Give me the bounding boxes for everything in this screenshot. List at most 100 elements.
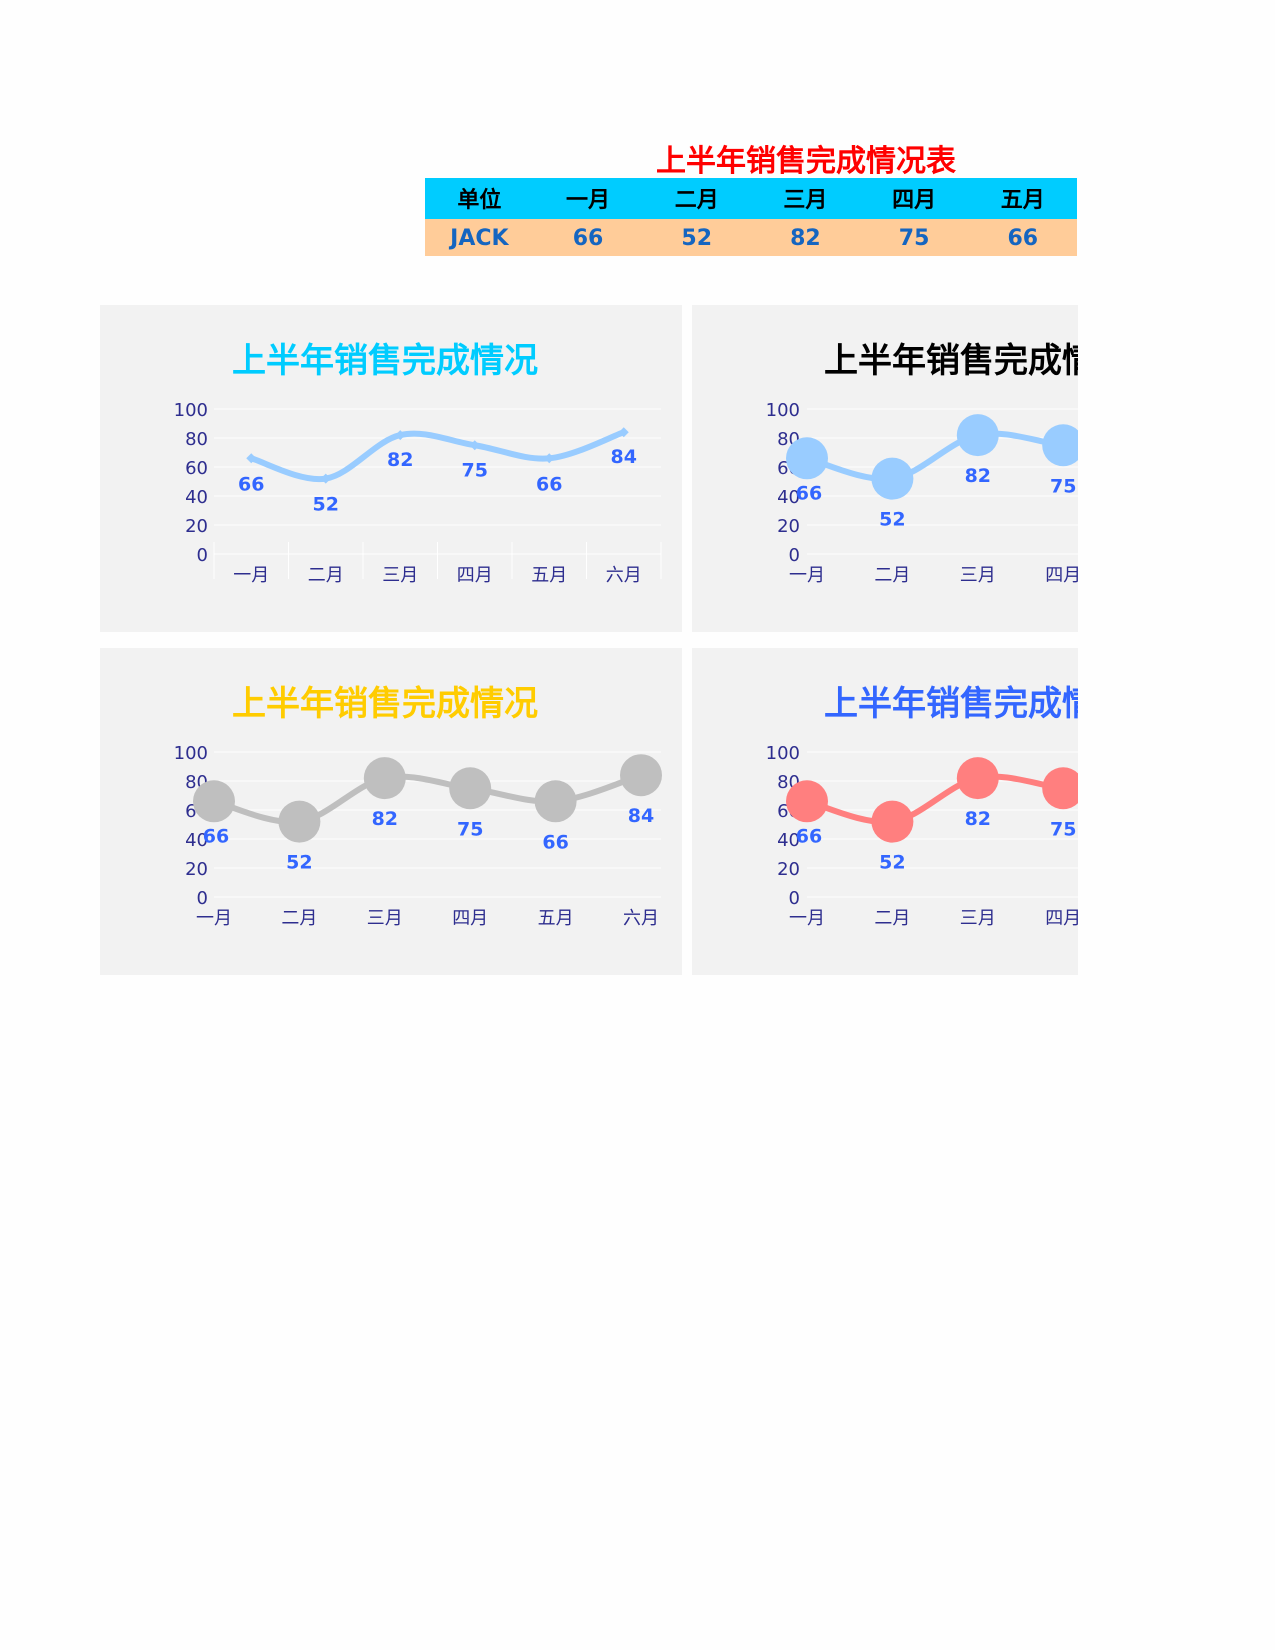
data-point xyxy=(246,453,257,464)
x-tick-label: 四月 xyxy=(1045,908,1078,929)
y-tick-label: 100 xyxy=(174,743,208,764)
data-point xyxy=(956,757,999,800)
data-point xyxy=(1042,767,1078,810)
data-label: 82 xyxy=(965,808,991,830)
data-point xyxy=(395,430,406,441)
y-tick-label: 60 xyxy=(185,458,208,479)
x-tick-label: 四月 xyxy=(457,565,493,586)
data-cell: 52 xyxy=(681,226,713,251)
header-cell: 四月 xyxy=(892,188,937,213)
data-label: 52 xyxy=(286,852,312,874)
data-cell: JACK xyxy=(450,226,509,251)
data-label: 66 xyxy=(542,831,568,853)
x-tick-label: 二月 xyxy=(308,565,344,586)
y-tick-label: 0 xyxy=(197,888,208,909)
y-tick-label: 100 xyxy=(766,400,800,421)
header-cell: 三月 xyxy=(783,188,828,213)
data-point xyxy=(363,757,406,800)
data-label: 66 xyxy=(796,825,822,847)
y-tick-label: 20 xyxy=(185,859,208,880)
x-tick-label: 二月 xyxy=(874,565,910,586)
series-line xyxy=(211,772,644,826)
data-label: 75 xyxy=(1050,475,1076,497)
data-label: 66 xyxy=(203,825,229,847)
x-tick-label: 三月 xyxy=(382,565,418,586)
table-row: JACK 66 52 82 75 66 xyxy=(425,219,1077,256)
data-point xyxy=(871,457,914,500)
data-label: 82 xyxy=(965,465,991,487)
x-tick-label: 四月 xyxy=(452,908,488,929)
x-tick-label: 一月 xyxy=(789,908,825,929)
series-line xyxy=(804,773,1078,826)
data-point xyxy=(1042,424,1078,467)
data-cell: 75 xyxy=(898,226,930,251)
data-point xyxy=(956,414,999,457)
chart-title: 上半年销售完成情况 xyxy=(824,341,1078,381)
chart-panel-2: 上半年销售完成情况 020406080100一月二月三月四月五月六月665282… xyxy=(692,305,1078,632)
y-tick-label: 100 xyxy=(766,743,800,764)
x-tick-label: 四月 xyxy=(1045,565,1078,586)
chart-panel-1: 上半年销售完成情况 0 20 40 60 80 100 一月 二月 三月 四月 五月 六月 66 52 82… xyxy=(100,305,682,632)
data-label: 52 xyxy=(879,852,905,874)
data-label: 84 xyxy=(628,805,654,827)
y-tick-label: 40 xyxy=(185,487,208,508)
data-point xyxy=(469,440,480,451)
x-tick-label: 三月 xyxy=(960,908,996,929)
data-label: 52 xyxy=(879,509,905,531)
chart-title: 上半年销售完成情况 xyxy=(232,341,538,381)
data-point xyxy=(278,800,321,843)
data-point xyxy=(786,780,828,823)
x-tick-label: 二月 xyxy=(281,908,317,929)
header-cell: 五月 xyxy=(1000,188,1045,213)
data-point xyxy=(786,437,828,480)
chart-title: 上半年销售完成情况 xyxy=(824,684,1078,724)
data-label: 75 xyxy=(462,459,488,481)
data-point xyxy=(449,767,492,810)
data-point xyxy=(534,780,577,823)
y-tick-label: 80 xyxy=(185,429,208,450)
x-tick-label: 三月 xyxy=(960,565,996,586)
x-tick-label: 六月 xyxy=(606,565,642,586)
data-label: 75 xyxy=(1050,818,1076,840)
x-tick-label: 一月 xyxy=(196,908,232,929)
data-label: 75 xyxy=(457,818,483,840)
data-label: 84 xyxy=(611,446,637,468)
data-point xyxy=(320,473,331,484)
data-cell: 66 xyxy=(1007,226,1039,251)
data-cell: 66 xyxy=(572,226,604,251)
y-tick-label: 20 xyxy=(185,516,208,537)
y-tick-label: 0 xyxy=(789,888,800,909)
y-tick-label: 40 xyxy=(777,487,800,508)
data-cell: 82 xyxy=(790,226,821,251)
y-tick-label: 0 xyxy=(197,545,208,566)
x-tick-label: 五月 xyxy=(531,565,567,586)
chart-panel-4: 上半年销售完成情况 020406080100一月二月三月四月五月六月665282… xyxy=(692,648,1078,975)
data-label: 66 xyxy=(536,473,562,495)
data-point xyxy=(544,453,555,464)
y-tick-label: 0 xyxy=(789,545,800,566)
data-point xyxy=(620,754,662,797)
x-tick-label: 二月 xyxy=(874,908,910,929)
header-cell: 一月 xyxy=(566,188,611,213)
x-tick-label: 三月 xyxy=(367,908,403,929)
header-cell: 单位 xyxy=(457,188,502,213)
x-tick-label: 一月 xyxy=(233,565,269,586)
data-label: 66 xyxy=(796,482,822,504)
data-label: 66 xyxy=(238,473,264,495)
y-tick-label: 40 xyxy=(185,830,208,851)
table-header-row: 单位 一月 二月 三月 四月 五月 xyxy=(425,178,1077,219)
sales-table: 单位 一月 二月 三月 四月 五月 JACK 66 52 82 75 66 xyxy=(425,178,1077,256)
chart-title: 上半年销售完成情况 xyxy=(232,684,538,724)
x-tick-label: 六月 xyxy=(623,908,659,929)
header-cell: 二月 xyxy=(674,188,719,213)
y-tick-label: 40 xyxy=(777,830,800,851)
series-line xyxy=(804,430,1078,483)
y-tick-label: 20 xyxy=(777,859,800,880)
data-point xyxy=(193,780,235,823)
data-label: 52 xyxy=(313,494,339,516)
y-tick-label: 100 xyxy=(174,400,208,421)
table-title: 上半年销售完成情况表 xyxy=(656,144,956,179)
